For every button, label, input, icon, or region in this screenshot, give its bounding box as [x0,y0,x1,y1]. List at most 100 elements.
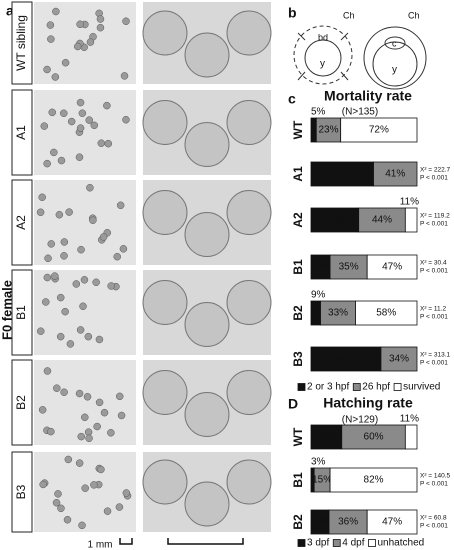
embryo [76,20,84,29]
value-label: 72% [369,125,389,136]
embryo [60,109,68,118]
panel-label: b [288,5,297,21]
row-label: B3 [14,484,28,499]
embryo [122,489,131,497]
embryo [43,273,52,282]
embryo [86,184,94,192]
embryo [122,115,130,124]
diagram-label: bd [318,32,328,42]
embryo [76,124,85,132]
chart-subtitle: (N>135) [342,107,378,118]
stat-label: P < 0.001 [420,268,448,275]
embryo [43,159,51,168]
value-label: 23% [318,125,338,136]
embryo [226,100,272,145]
embryo [142,10,188,56]
value-label: 9% [311,290,326,301]
chart-title: Mortality rate [324,88,412,104]
category-label: B1 [291,472,305,488]
bar-segment [404,207,418,233]
value-label: 36% [338,517,358,528]
embryo [60,252,68,260]
embryo [226,190,272,235]
embryo [75,153,84,161]
embryo [57,504,65,513]
photo [34,180,136,265]
embryo [56,293,65,302]
bar-segment [373,161,418,187]
embryo [39,480,47,489]
embryo [117,411,126,420]
value-label: 45% [325,215,345,226]
value-label: 29% [316,432,336,443]
bar-segment [328,509,368,535]
value-label: 17% [310,517,330,528]
value-label: 59% [332,169,352,180]
embryo [51,73,60,81]
diagram-label: y [320,59,325,70]
value-label: 11% [400,197,419,208]
panel-label: D [288,396,298,412]
bar-segment [329,467,418,493]
photo [34,2,136,84]
value-label: 47% [382,517,402,528]
chart-subtitle: (N>129) [342,415,378,426]
row-label: A2 [14,215,28,230]
bar-segment [320,300,356,326]
embryo [52,7,60,16]
embryo [63,515,72,524]
embryo [142,370,188,415]
embryo [90,481,98,489]
embryo [116,201,125,210]
embryo [96,23,105,32]
embryo [76,326,85,334]
bar-segment [358,207,406,233]
embryo [119,245,128,253]
embryo [36,208,45,217]
embryo [103,101,111,110]
embryo [77,245,85,254]
scale-bar [119,538,244,545]
stat-label: P < 0.001 [420,221,448,228]
embryo [142,190,188,235]
embryo [38,406,47,414]
embryo [42,298,50,306]
embryo [73,42,82,51]
category-label: B1 [291,259,305,275]
row-label: B2 [14,395,28,410]
legend-swatch [332,539,341,547]
row-label: A1 [14,125,28,140]
embryo [95,398,104,407]
embryo [85,116,93,124]
embryo [97,139,106,147]
value-label: 41% [385,169,405,180]
embryo [142,280,188,325]
embryo [72,280,81,288]
row-label: B1 [14,305,28,320]
embryo [85,434,93,443]
embryo [97,465,105,474]
stat-label: X² = 60.8 [420,515,447,522]
embryo [46,21,55,29]
value-label: 34% [389,354,409,365]
embryo [52,498,61,507]
embryo [75,389,84,398]
panel-label: c [288,91,296,107]
embryo [40,122,49,130]
bar-segment [341,424,406,450]
bar-segment [310,300,321,326]
embryo [38,193,46,202]
bar-segment [310,117,317,143]
bar-segment [366,509,418,535]
category-label: B3 [291,351,305,367]
embryo [67,117,76,126]
value-label: 44% [372,215,392,226]
diagram-label: Ch [343,10,355,20]
bar-segment [310,424,343,450]
category-label: A2 [291,212,305,228]
stat-label: X² = 313.1 [420,352,451,359]
embryo [84,332,93,341]
legend-label: survived [403,382,440,393]
bar-segment [310,207,360,233]
diagram-label: Ch [408,10,420,20]
